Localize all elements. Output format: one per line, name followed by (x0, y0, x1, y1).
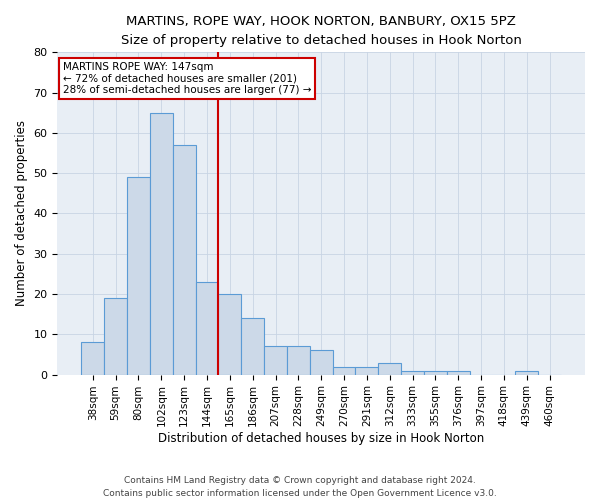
Bar (127, 177, 150, 374)
Bar (332, 366, 355, 374)
Bar (310, 350, 332, 374)
Bar (264, 346, 287, 374)
Bar (196, 282, 218, 374)
Title: MARTINS, ROPE WAY, HOOK NORTON, BANBURY, OX15 5PZ
Size of property relative to d: MARTINS, ROPE WAY, HOOK NORTON, BANBURY,… (121, 15, 521, 47)
Y-axis label: Number of detached properties: Number of detached properties (15, 120, 28, 306)
Bar (173, 145, 196, 374)
Bar (401, 370, 424, 374)
Text: MARTINS ROPE WAY: 147sqm
← 72% of detached houses are smaller (201)
28% of semi-: MARTINS ROPE WAY: 147sqm ← 72% of detach… (62, 62, 311, 95)
Bar (515, 370, 538, 374)
Bar (82, 342, 104, 374)
Bar (379, 362, 401, 374)
Bar (104, 298, 127, 374)
Bar (424, 370, 447, 374)
Bar (241, 318, 264, 374)
Text: Contains HM Land Registry data © Crown copyright and database right 2024.
Contai: Contains HM Land Registry data © Crown c… (103, 476, 497, 498)
Bar (218, 294, 241, 374)
Bar (447, 370, 470, 374)
Bar (287, 346, 310, 374)
X-axis label: Distribution of detached houses by size in Hook Norton: Distribution of detached houses by size … (158, 432, 484, 445)
Bar (355, 366, 379, 374)
Bar (150, 113, 173, 374)
